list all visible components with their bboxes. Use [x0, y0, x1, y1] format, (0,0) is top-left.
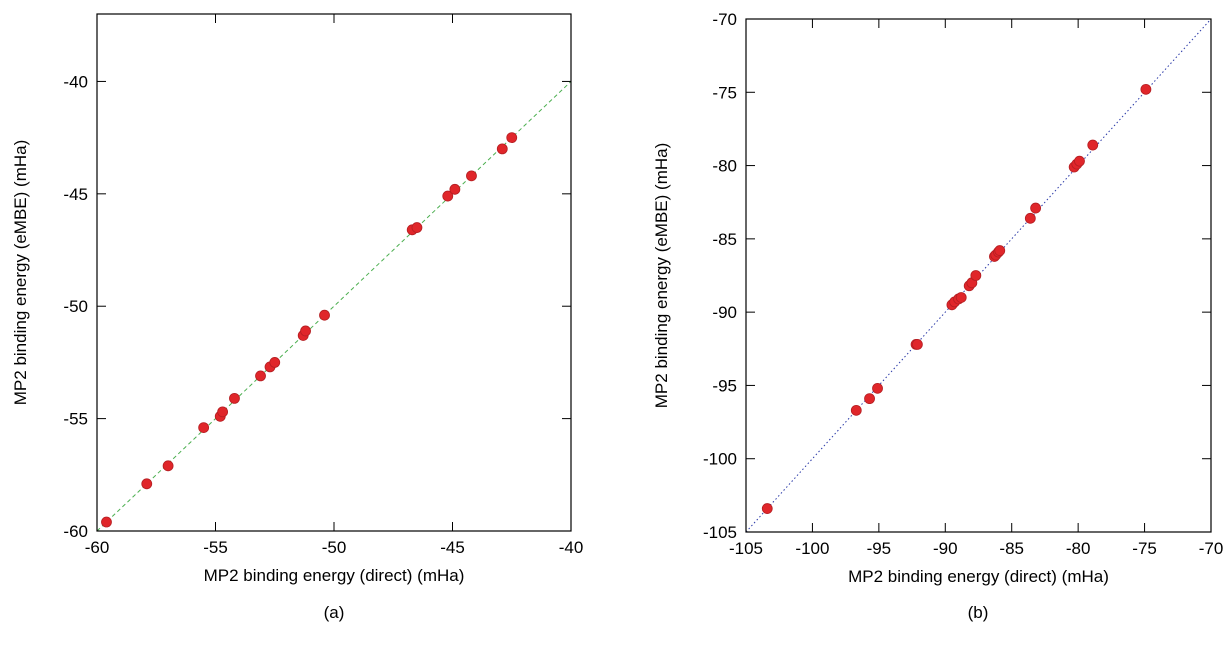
- plot-frame: [745, 18, 1212, 533]
- data-point: [1024, 212, 1036, 224]
- x-tick-label: -70: [1199, 539, 1223, 558]
- panel-caption: (a): [324, 603, 345, 622]
- x-tick-label: -85: [999, 539, 1024, 558]
- chart-panel-b: -105 -100 -95 -90 -85 -80 -75 -70 -105 -100 -95 -90…: [652, 10, 1223, 622]
- x-tick-label: -50: [322, 538, 347, 557]
- data-point: [411, 222, 423, 233]
- y-tick-label: -45: [63, 185, 88, 204]
- y-axis-label: MP2 binding energy (eMBE) (mHa): [11, 140, 30, 405]
- reference-line: [97, 81, 571, 531]
- y-tick-label: -80: [712, 157, 737, 176]
- data-point: [466, 170, 477, 182]
- x-tick-label: -75: [1132, 539, 1157, 558]
- x-tick-label: -45: [440, 538, 465, 557]
- y-axis-label: MP2 binding energy (eMBE) (mHa): [652, 143, 671, 408]
- data-point: [198, 422, 210, 434]
- data-point: [162, 460, 174, 472]
- x-tick-label: -100: [795, 539, 829, 558]
- y-tick-label: -55: [63, 410, 88, 429]
- x-tick-label: -60: [85, 538, 110, 557]
- y-tick-label: -40: [63, 72, 88, 91]
- y-tick-label: -90: [712, 303, 737, 322]
- plot-frame: [96, 13, 572, 532]
- y-tick-label: -75: [712, 83, 737, 102]
- data-point: [269, 357, 281, 368]
- x-tick-label: -40: [559, 538, 584, 557]
- data-point: [1087, 139, 1099, 151]
- chart-panel-a: -60 -55 -50 -45 -40 -60 -55 -50 -45 -40 MP2 bindin…: [11, 13, 584, 622]
- data-point: [994, 245, 1006, 256]
- data-point: [101, 516, 112, 528]
- y-tick-label: -70: [712, 10, 737, 29]
- panel-caption: (b): [968, 603, 989, 622]
- data-point: [761, 503, 773, 514]
- data-point: [496, 143, 508, 155]
- data-point: [1074, 155, 1085, 167]
- data-point: [911, 338, 923, 350]
- data-point: [872, 382, 883, 394]
- y-tick-label: -50: [63, 297, 88, 316]
- data-point: [300, 325, 311, 337]
- x-tick-label: -95: [867, 539, 892, 558]
- data-point: [449, 183, 461, 195]
- y-tick-label: -60: [63, 522, 88, 541]
- data-point: [850, 404, 862, 416]
- data-point: [319, 309, 330, 321]
- data-point: [970, 270, 982, 281]
- x-axis-label: MP2 binding energy (direct) (mHa): [204, 566, 465, 585]
- x-tick-label: -105: [729, 539, 763, 558]
- y-tick-label: -105: [703, 523, 737, 542]
- data-point: [217, 406, 229, 418]
- y-tick-label: -100: [703, 450, 737, 469]
- x-tick-label: -55: [203, 538, 228, 557]
- data-point: [255, 370, 266, 382]
- data-point: [955, 292, 967, 303]
- y-tick-label: -95: [712, 376, 737, 395]
- x-tick-label: -80: [1066, 539, 1091, 558]
- data-point: [229, 392, 240, 404]
- x-axis-label: MP2 binding energy (direct) (mHa): [848, 567, 1109, 586]
- x-tick-label: -90: [933, 539, 958, 558]
- data-point: [506, 132, 518, 144]
- data-point: [442, 190, 454, 202]
- data-point: [1030, 202, 1042, 214]
- data-point: [141, 478, 153, 490]
- data-point: [1140, 83, 1152, 95]
- data-point: [864, 393, 875, 405]
- y-tick-label: -85: [712, 230, 737, 249]
- reference-line: [746, 19, 1211, 532]
